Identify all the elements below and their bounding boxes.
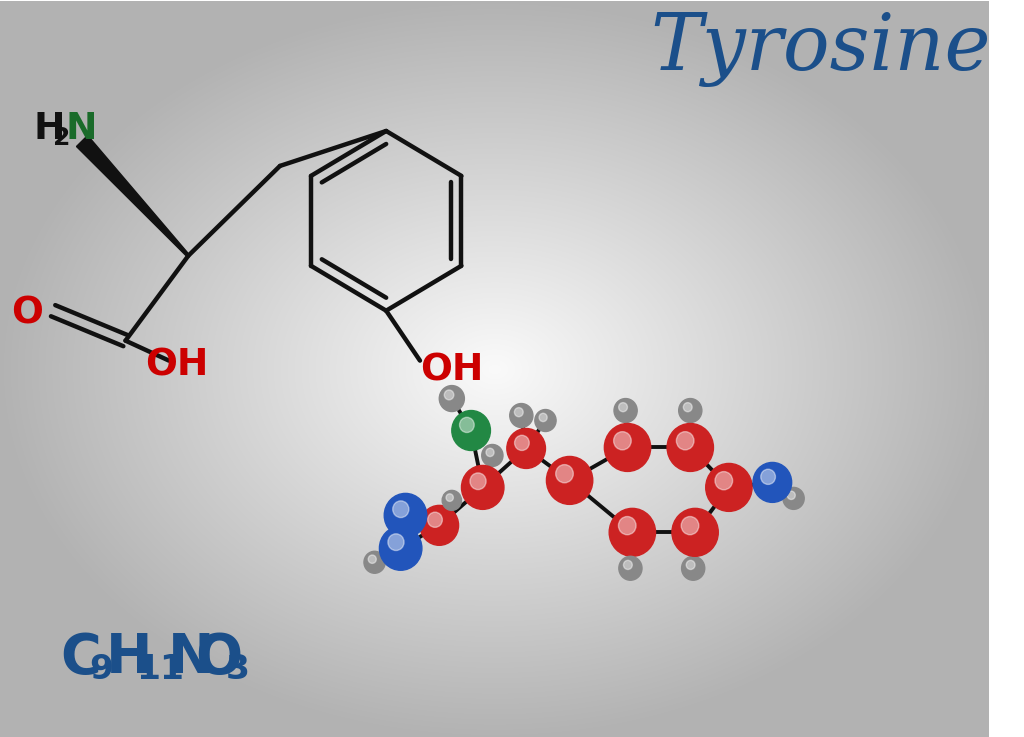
Text: Tyrosine: Tyrosine xyxy=(650,11,991,87)
Circle shape xyxy=(388,534,404,551)
Circle shape xyxy=(706,464,752,511)
Circle shape xyxy=(535,410,556,431)
Circle shape xyxy=(369,555,376,563)
Text: 2: 2 xyxy=(53,126,71,150)
Circle shape xyxy=(682,556,705,580)
Circle shape xyxy=(384,493,427,537)
Circle shape xyxy=(787,491,796,500)
Text: 11: 11 xyxy=(136,652,184,685)
Circle shape xyxy=(556,464,573,483)
Text: 9: 9 xyxy=(89,652,113,685)
Circle shape xyxy=(444,390,454,400)
Circle shape xyxy=(364,551,385,573)
Circle shape xyxy=(380,526,422,570)
Text: 3: 3 xyxy=(226,652,250,685)
Circle shape xyxy=(679,399,701,422)
Circle shape xyxy=(753,462,792,503)
Circle shape xyxy=(686,560,695,570)
Text: H: H xyxy=(34,111,66,147)
Circle shape xyxy=(783,487,804,509)
Text: H: H xyxy=(106,631,153,685)
Circle shape xyxy=(452,411,490,450)
Circle shape xyxy=(624,560,632,570)
Circle shape xyxy=(442,490,462,510)
Circle shape xyxy=(393,501,409,517)
Circle shape xyxy=(428,512,442,528)
Circle shape xyxy=(486,448,494,456)
Circle shape xyxy=(681,517,698,535)
Text: N: N xyxy=(66,111,97,147)
Circle shape xyxy=(683,402,692,412)
Circle shape xyxy=(677,432,694,450)
Circle shape xyxy=(470,473,486,489)
Text: OH: OH xyxy=(145,348,208,383)
Circle shape xyxy=(547,456,593,504)
Circle shape xyxy=(460,417,474,433)
Circle shape xyxy=(439,385,464,411)
Circle shape xyxy=(667,424,714,472)
Text: C: C xyxy=(59,631,100,685)
Text: N: N xyxy=(168,631,214,685)
Circle shape xyxy=(618,402,628,412)
Circle shape xyxy=(420,506,459,545)
Circle shape xyxy=(761,469,775,484)
Circle shape xyxy=(618,517,636,535)
Circle shape xyxy=(609,509,655,556)
Circle shape xyxy=(613,432,631,450)
Circle shape xyxy=(462,466,504,509)
Polygon shape xyxy=(77,136,189,256)
Circle shape xyxy=(672,509,718,556)
Circle shape xyxy=(515,436,529,450)
Circle shape xyxy=(514,408,523,416)
Circle shape xyxy=(539,413,547,422)
Circle shape xyxy=(446,494,454,501)
Circle shape xyxy=(618,556,642,580)
Text: O: O xyxy=(11,296,43,332)
Text: OH: OH xyxy=(420,352,483,388)
Circle shape xyxy=(481,444,503,467)
Circle shape xyxy=(604,424,650,472)
Circle shape xyxy=(614,399,637,422)
Circle shape xyxy=(510,404,532,427)
Circle shape xyxy=(715,472,732,490)
Circle shape xyxy=(507,428,546,469)
Text: O: O xyxy=(195,631,242,685)
